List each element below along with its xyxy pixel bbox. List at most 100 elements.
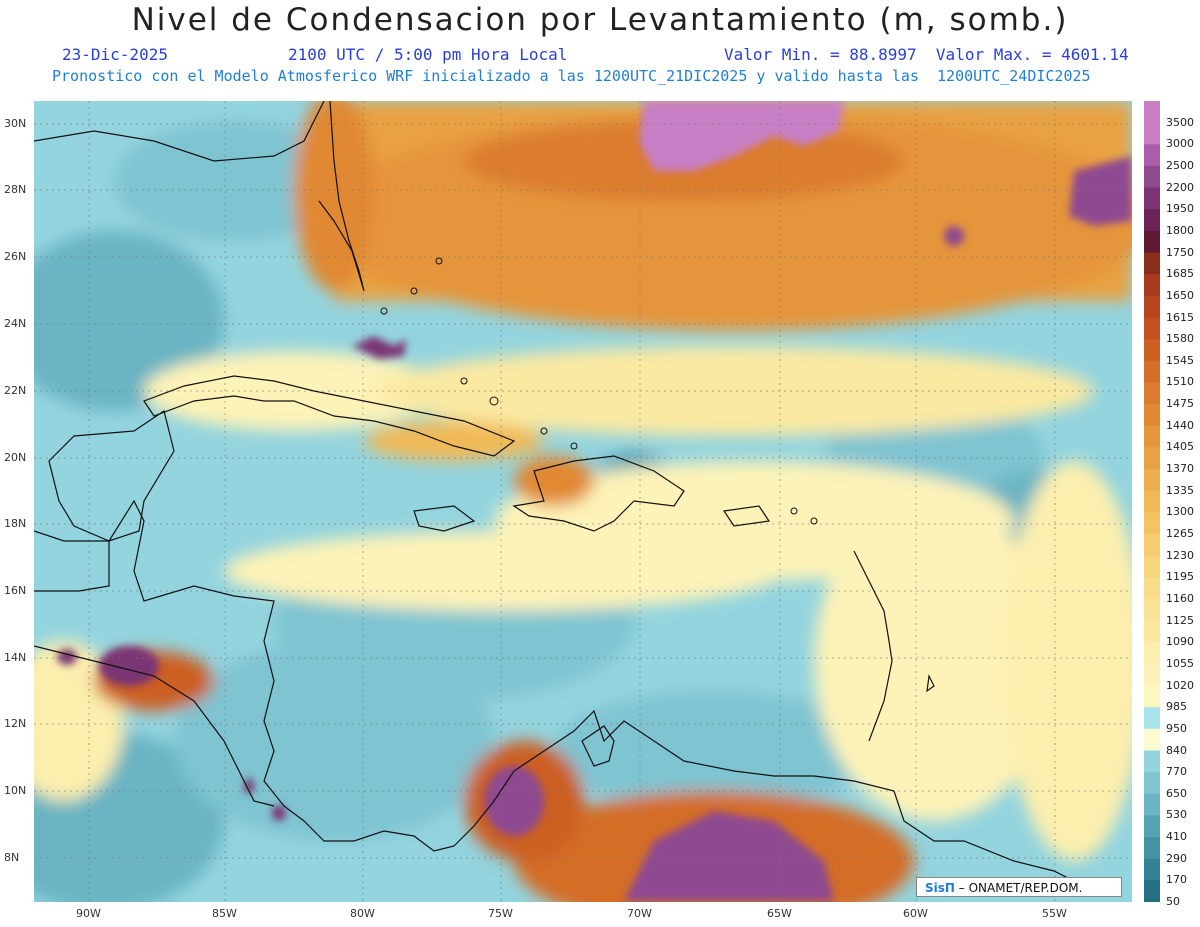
lat-label: 28N bbox=[4, 183, 27, 196]
legend-swatch bbox=[1144, 295, 1160, 318]
legend-level: 650 bbox=[1166, 786, 1187, 800]
lat-label: 24N bbox=[4, 317, 27, 330]
legend-swatch bbox=[1144, 317, 1160, 340]
lat-label: 12N bbox=[4, 717, 27, 730]
legend-swatch bbox=[1144, 404, 1160, 427]
legend-swatch bbox=[1144, 707, 1160, 730]
legend-level: 3500 bbox=[1166, 115, 1194, 129]
legend-swatch bbox=[1144, 663, 1160, 687]
lat-label: 10N bbox=[4, 784, 27, 797]
legend-level: 770 bbox=[1166, 765, 1187, 779]
lat-label: 14N bbox=[4, 651, 27, 664]
legend-swatch bbox=[1144, 512, 1160, 535]
legend-swatch bbox=[1144, 685, 1160, 708]
legend-swatch bbox=[1144, 772, 1160, 795]
legend-level: 530 bbox=[1166, 808, 1187, 822]
credit-box: SisΠ – ONAMET/REP.DOM. bbox=[916, 877, 1122, 897]
legend-level: 1475 bbox=[1166, 397, 1194, 411]
forecast-time: 2100 UTC / 5:00 pm Hora Local bbox=[288, 45, 568, 64]
legend-swatch bbox=[1144, 620, 1160, 643]
legend-swatch bbox=[1144, 274, 1160, 297]
lat-label: 30N bbox=[4, 117, 27, 130]
legend-level: 1265 bbox=[1166, 527, 1194, 540]
shading-layer bbox=[34, 101, 1132, 902]
min-max-values: Valor Min. = 88.8997 Valor Max. = 4601.1… bbox=[724, 45, 1129, 64]
legend-swatch bbox=[1144, 144, 1160, 167]
legend-level: 1020 bbox=[1166, 678, 1194, 692]
legend-swatch bbox=[1144, 165, 1160, 189]
legend-level: 985 bbox=[1166, 700, 1187, 714]
lon-label: 80W bbox=[350, 907, 375, 920]
legend-swatch bbox=[1144, 447, 1160, 470]
lat-label: 16N bbox=[4, 584, 27, 597]
lat-label: 26N bbox=[4, 250, 27, 263]
legend-swatch bbox=[1144, 490, 1160, 513]
legend-swatch bbox=[1144, 425, 1160, 448]
legend-level: 1090 bbox=[1166, 635, 1194, 649]
legend-level: 3000 bbox=[1166, 137, 1194, 151]
lon-label: 65W bbox=[767, 907, 792, 920]
high-values-layer bbox=[57, 101, 1132, 901]
legend-level: 1685 bbox=[1166, 267, 1194, 281]
lon-label: 70W bbox=[627, 907, 652, 920]
legend-level: 840 bbox=[1166, 743, 1187, 757]
legend-swatch bbox=[1144, 793, 1160, 816]
legend-swatch bbox=[1144, 750, 1160, 773]
legend-level: 2200 bbox=[1166, 180, 1194, 194]
lon-label: 55W bbox=[1042, 907, 1067, 920]
lon-label: 75W bbox=[488, 907, 513, 920]
legend-level: 1055 bbox=[1166, 656, 1194, 670]
legend-level: 290 bbox=[1166, 851, 1187, 865]
forecast-date: 23-Dic-2025 bbox=[62, 45, 168, 64]
lon-label: 90W bbox=[76, 907, 101, 920]
legend-level: 50 bbox=[1166, 895, 1180, 908]
legend-swatch bbox=[1144, 642, 1160, 665]
credit-text: – ONAMET/REP.DOM. bbox=[954, 881, 1083, 895]
lcl-map bbox=[34, 101, 1132, 902]
legend-level: 1160 bbox=[1166, 591, 1194, 605]
legend-level: 1300 bbox=[1166, 505, 1194, 519]
legend-swatch bbox=[1144, 339, 1160, 362]
lat-label: 20N bbox=[4, 451, 27, 464]
legend-swatch bbox=[1144, 252, 1160, 275]
legend-swatch bbox=[1144, 858, 1160, 881]
color-legend bbox=[1144, 101, 1160, 902]
map-title: Nivel de Condensacion por Levantamiento … bbox=[131, 2, 1069, 38]
legend-level: 1750 bbox=[1166, 245, 1194, 259]
legend-swatch bbox=[1144, 837, 1160, 860]
graticule bbox=[34, 101, 1132, 902]
legend-level: 1800 bbox=[1166, 223, 1194, 237]
legend-swatch bbox=[1144, 209, 1160, 232]
legend-level: 1650 bbox=[1166, 288, 1194, 302]
legend-swatch bbox=[1144, 533, 1160, 557]
legend-level: 1405 bbox=[1166, 440, 1194, 454]
lon-label: 85W bbox=[212, 907, 237, 920]
legend-level: 1195 bbox=[1166, 570, 1194, 584]
legend-level: 950 bbox=[1166, 721, 1187, 735]
lon-label: 60W bbox=[903, 907, 928, 920]
legend-swatch bbox=[1144, 360, 1160, 383]
lat-label: 22N bbox=[4, 384, 27, 397]
legend-swatch bbox=[1144, 880, 1160, 902]
legend-swatch bbox=[1144, 230, 1160, 254]
legend-swatch bbox=[1144, 469, 1160, 492]
legend-swatch bbox=[1144, 382, 1160, 405]
legend-level: 1615 bbox=[1166, 310, 1194, 324]
legend-level: 1125 bbox=[1166, 613, 1194, 627]
legend-swatch bbox=[1144, 555, 1160, 578]
legend-level: 1545 bbox=[1166, 353, 1194, 367]
credit-brand: SisΠ bbox=[925, 881, 955, 895]
legend-swatch bbox=[1144, 728, 1160, 751]
legend-level: 1370 bbox=[1166, 462, 1194, 475]
legend-level: 1230 bbox=[1166, 548, 1194, 562]
legend-swatch bbox=[1144, 187, 1160, 210]
coastlines bbox=[34, 101, 1095, 892]
legend-swatch bbox=[1144, 101, 1160, 124]
legend-level: 410 bbox=[1166, 830, 1187, 844]
legend-level: 1335 bbox=[1166, 483, 1194, 497]
legend-level: 1580 bbox=[1166, 332, 1194, 346]
legend-swatch bbox=[1144, 598, 1160, 622]
legend-swatch bbox=[1144, 577, 1160, 600]
legend-level: 1440 bbox=[1166, 418, 1194, 432]
lat-label: 8N bbox=[4, 851, 20, 864]
